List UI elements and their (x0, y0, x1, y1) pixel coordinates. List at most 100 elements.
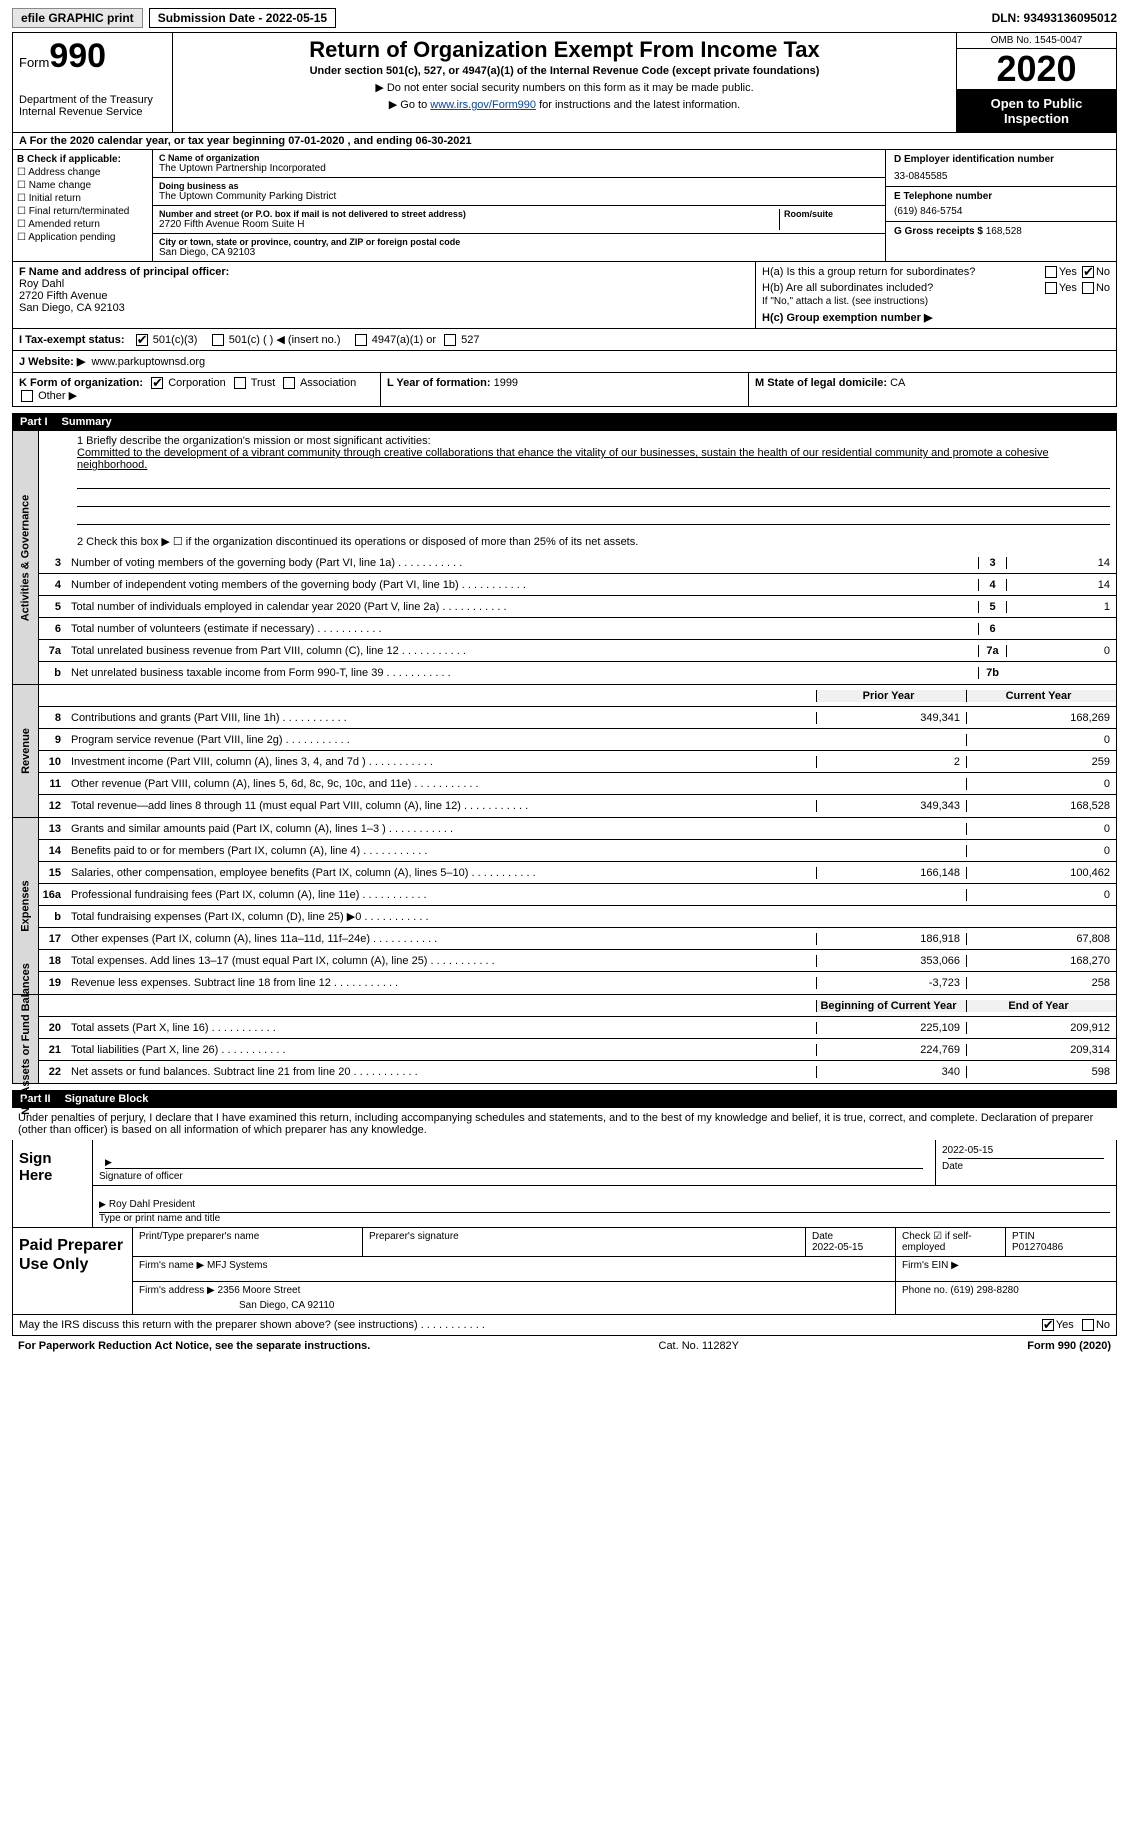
end-year-header: End of Year (966, 1000, 1116, 1012)
chk-4947[interactable] (355, 334, 367, 346)
type-name-label: Type or print name and title (99, 1212, 1110, 1224)
chk-app-pending[interactable]: ☐ Application pending (17, 232, 148, 243)
chk-501c[interactable] (212, 334, 224, 346)
part2-title: Signature Block (65, 1093, 149, 1105)
summary-row: 8Contributions and grants (Part VIII, li… (39, 707, 1116, 729)
website-value: www.parkuptownsd.org (91, 356, 205, 368)
city-label: City or town, state or province, country… (159, 237, 879, 247)
summary-row: 5Total number of individuals employed in… (39, 596, 1116, 618)
dln-label: DLN: 93493136095012 (992, 11, 1117, 25)
current-year-header: Current Year (966, 690, 1116, 702)
phone-value: (619) 846-5754 (894, 206, 1108, 217)
officer-addr2: San Diego, CA 92103 (19, 302, 749, 314)
chk-assoc[interactable] (283, 377, 295, 389)
footer-right: Form 990 (2020) (1027, 1340, 1111, 1352)
efile-button[interactable]: efile GRAPHIC print (12, 8, 143, 28)
form-header: Form990 Department of the Treasury Inter… (12, 32, 1117, 133)
form-note2: ▶ Go to www.irs.gov/Form990 for instruct… (179, 98, 950, 111)
ha-group-return: H(a) Is this a group return for subordin… (762, 266, 1110, 278)
hb-yes[interactable] (1045, 282, 1057, 294)
row-a-tax-year: A For the 2020 calendar year, or tax yea… (12, 133, 1117, 150)
revenue-section: Revenue Prior Year Current Year 8Contrib… (12, 685, 1117, 818)
part1-bar: Part I Summary (12, 413, 1117, 431)
summary-row: 20Total assets (Part X, line 16)225,1092… (39, 1017, 1116, 1039)
prep-name-label: Print/Type preparer's name (133, 1228, 363, 1256)
irs-link[interactable]: www.irs.gov/Form990 (430, 99, 536, 111)
summary-row: 18Total expenses. Add lines 13–17 (must … (39, 950, 1116, 972)
ha-no[interactable] (1082, 266, 1094, 278)
firm-ein-label: Firm's EIN ▶ (896, 1257, 1116, 1281)
revenue-header: Prior Year Current Year (39, 685, 1116, 707)
summary-row: 17Other expenses (Part IX, column (A), l… (39, 928, 1116, 950)
na-header: Beginning of Current Year End of Year (39, 995, 1116, 1017)
chk-amended[interactable]: ☐ Amended return (17, 219, 148, 230)
blank-line (77, 509, 1110, 525)
discuss-row: May the IRS discuss this return with the… (12, 1315, 1117, 1336)
year-formation: 1999 (494, 377, 518, 389)
summary-row: 12Total revenue—add lines 8 through 11 (… (39, 795, 1116, 817)
hb-no[interactable] (1082, 282, 1094, 294)
chk-final-return[interactable]: ☐ Final return/terminated (17, 206, 148, 217)
summary-row: 19Revenue less expenses. Subtract line 1… (39, 972, 1116, 994)
street-address: 2720 Fifth Avenue Room Suite H (159, 219, 779, 230)
f-officer-label: F Name and address of principal officer: (19, 266, 749, 278)
signature-block: Sign Here Signature of officer 2022-05-1… (12, 1140, 1117, 1228)
discuss-no[interactable] (1082, 1319, 1094, 1331)
sig-officer-label: Signature of officer (99, 1171, 929, 1182)
ptin-label: PTIN (1012, 1231, 1035, 1242)
summary-row: 15Salaries, other compensation, employee… (39, 862, 1116, 884)
line2-discontinued: 2 Check this box ▶ ☐ if the organization… (39, 531, 1116, 552)
chk-trust[interactable] (234, 377, 246, 389)
prep-self-employed: Check ☑ if self-employed (896, 1228, 1006, 1256)
part1-title: Summary (62, 416, 112, 428)
note2-post: for instructions and the latest informat… (536, 99, 740, 111)
omb-number: OMB No. 1545-0047 (957, 33, 1116, 49)
expenses-section: Expenses 13Grants and similar amounts pa… (12, 818, 1117, 995)
chk-name-change[interactable]: ☐ Name change (17, 180, 148, 191)
summary-row: 14Benefits paid to or for members (Part … (39, 840, 1116, 862)
summary-row: 7aTotal unrelated business revenue from … (39, 640, 1116, 662)
firm-phone: (619) 298-8280 (950, 1285, 1018, 1296)
city-state-zip: San Diego, CA 92103 (159, 247, 879, 258)
row-i-tax-status: I Tax-exempt status: 501(c)(3) 501(c) ( … (12, 329, 1117, 351)
vtab-governance: Activities & Governance (20, 495, 32, 622)
footer-mid: Cat. No. 11282Y (659, 1340, 740, 1352)
summary-row: 11Other revenue (Part VIII, column (A), … (39, 773, 1116, 795)
discuss-text: May the IRS discuss this return with the… (19, 1319, 1040, 1331)
prep-sig-label: Preparer's signature (363, 1228, 806, 1256)
gross-receipts-value: 168,528 (986, 226, 1022, 237)
firm-addr: 2356 Moore Street (218, 1285, 301, 1296)
vtab-net-assets: Net Assets or Fund Balances (20, 963, 32, 1115)
blank-line (77, 473, 1110, 489)
summary-row: 3Number of voting members of the governi… (39, 552, 1116, 574)
officer-printed-name: Roy Dahl President (99, 1199, 1110, 1210)
form-990-number: 990 (49, 37, 106, 75)
discuss-yes[interactable] (1042, 1319, 1054, 1331)
addr-label: Number and street (or P.O. box if mail i… (159, 209, 779, 219)
d-ein-label: D Employer identification number (894, 154, 1108, 165)
dba-label: Doing business as (159, 181, 879, 191)
chk-527[interactable] (444, 334, 456, 346)
form-subtitle: Under section 501(c), 527, or 4947(a)(1)… (179, 65, 950, 77)
ha-yes[interactable] (1045, 266, 1057, 278)
sig-date-value: 2022-05-15 (942, 1145, 1110, 1156)
paid-preparer-label: Paid Preparer Use Only (13, 1228, 133, 1314)
penalties-text: Under penalties of perjury, I declare th… (12, 1108, 1117, 1140)
footer-left: For Paperwork Reduction Act Notice, see … (18, 1340, 370, 1352)
summary-row: bNet unrelated business taxable income f… (39, 662, 1116, 684)
chk-501c3[interactable] (136, 334, 148, 346)
chk-address-change[interactable]: ☐ Address change (17, 167, 148, 178)
prior-year-header: Prior Year (816, 690, 966, 702)
note2-pre: ▶ Go to (389, 99, 430, 111)
summary-row: 22Net assets or fund balances. Subtract … (39, 1061, 1116, 1083)
part1-number: Part I (20, 416, 48, 428)
summary-row: 6Total number of volunteers (estimate if… (39, 618, 1116, 640)
chk-initial-return[interactable]: ☐ Initial return (17, 193, 148, 204)
chk-other[interactable] (21, 390, 33, 402)
chk-corp[interactable] (151, 377, 163, 389)
hc-group-exemption: H(c) Group exemption number ▶ (762, 311, 1110, 324)
hb-subordinates: H(b) Are all subordinates included? Yes … (762, 282, 1110, 294)
dept-treasury: Department of the Treasury Internal Reve… (19, 94, 166, 118)
ein-value: 33-0845585 (894, 171, 1108, 182)
prep-date-value: 2022-05-15 (812, 1242, 863, 1253)
